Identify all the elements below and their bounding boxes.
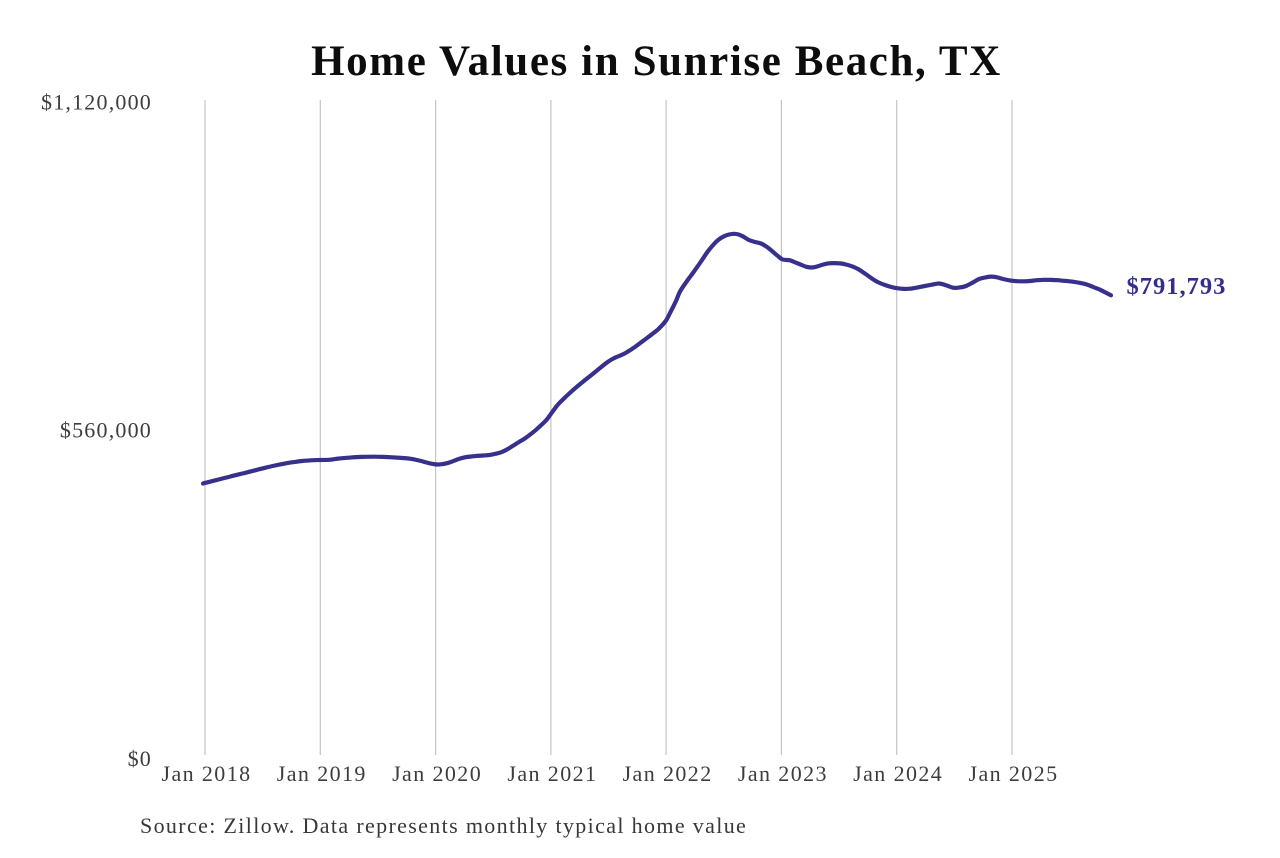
svg-text:Jan 2020: Jan 2020 (392, 761, 482, 786)
svg-text:Jan 2024: Jan 2024 (853, 761, 943, 786)
svg-text:Jan 2021: Jan 2021 (507, 761, 597, 786)
svg-text:Home Values in Sunrise Beach,: Home Values in Sunrise Beach, TX (311, 38, 1002, 85)
svg-text:Jan 2023: Jan 2023 (738, 761, 828, 786)
svg-text:$1,120,000: $1,120,000 (41, 90, 152, 115)
svg-text:Jan 2018: Jan 2018 (161, 761, 251, 786)
svg-text:Source: Zillow. Data represent: Source: Zillow. Data represents monthly … (140, 813, 747, 838)
svg-text:$560,000: $560,000 (60, 418, 152, 443)
svg-text:$791,793: $791,793 (1127, 273, 1227, 300)
svg-text:Jan 2019: Jan 2019 (277, 761, 367, 786)
svg-text:Jan 2022: Jan 2022 (623, 761, 713, 786)
svg-text:Jan 2025: Jan 2025 (968, 761, 1058, 786)
svg-text:$0: $0 (128, 746, 152, 771)
